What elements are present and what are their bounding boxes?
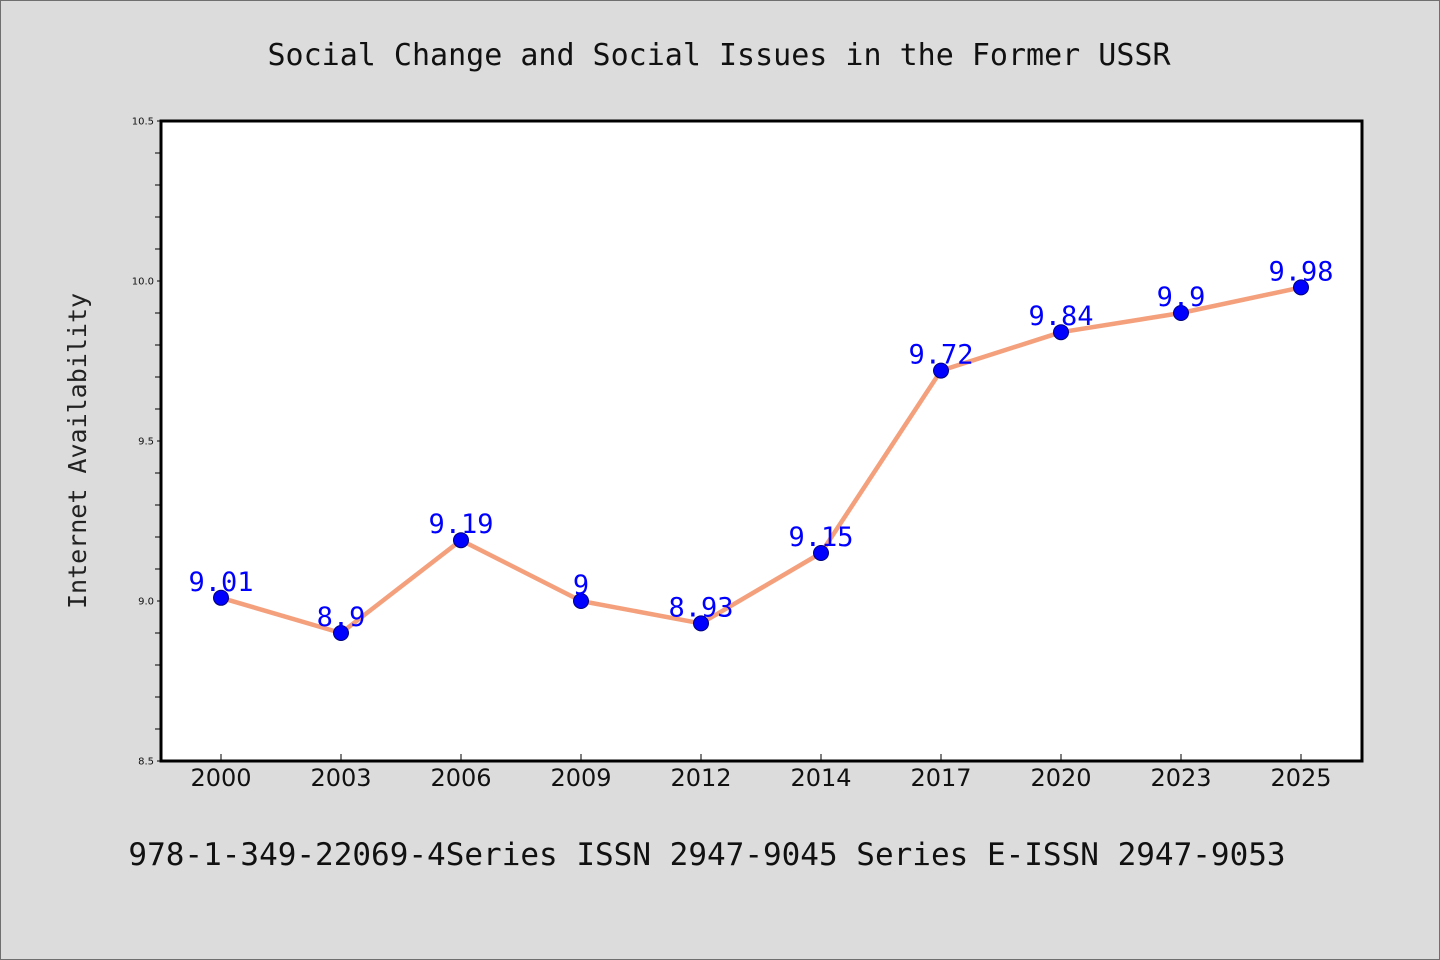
data-point	[453, 532, 469, 549]
y-tick-label: 9.0	[138, 597, 154, 608]
data-point	[333, 625, 349, 641]
data-label: 9.98	[1268, 256, 1333, 287]
x-tick-label: 2023	[1150, 764, 1211, 792]
series-group	[218, 285, 1304, 636]
y-tick-labels: 8.5 9.0 9.5 10.0 10.5	[132, 117, 154, 768]
x-tick-label: 2025	[1270, 764, 1331, 792]
x-tick-labels: 2000 2003 2006 2009 2012 2014 2017 2020 2023 2025	[190, 764, 1331, 792]
x-tick-label: 2020	[1030, 764, 1091, 792]
x-tick-label: 2012	[670, 764, 731, 792]
series-line	[218, 285, 1304, 636]
data-label: 9.19	[428, 509, 493, 540]
data-point	[1173, 305, 1189, 321]
y-tick-label: 10.0	[132, 277, 154, 288]
data-label: 9	[573, 570, 589, 601]
data-label: 9.84	[1028, 301, 1093, 332]
x-tick-label: 2003	[310, 764, 371, 792]
data-label: 8.93	[668, 592, 733, 623]
point-group	[213, 279, 1309, 641]
x-tick-label: 2009	[550, 764, 611, 792]
plot-area	[159, 119, 1364, 763]
y-minor-ticks	[155, 120, 161, 762]
data-label: 8.9	[317, 602, 366, 633]
y-tick-label: 8.5	[138, 757, 154, 768]
data-label: 9.15	[788, 522, 853, 553]
data-point	[933, 362, 949, 379]
data-label: 9.72	[908, 340, 973, 371]
data-point	[813, 545, 829, 561]
data-point	[1053, 324, 1069, 341]
y-tick-label: 10.5	[132, 117, 154, 128]
isbn-issn-footer: 978-1-349-22069-4Series ISSN 2947-9045 S…	[128, 837, 1285, 873]
y-tick-label: 9.5	[138, 437, 154, 448]
chart-title: Social Change and Social Issues in the F…	[267, 38, 1171, 73]
x-tick-label: 2006	[430, 764, 491, 792]
x-tick-label: 2017	[910, 764, 971, 792]
data-point	[573, 593, 589, 609]
data-label: 9.01	[188, 567, 253, 598]
y-axis-label: Internet Availability	[63, 293, 92, 609]
x-tick-label: 2014	[790, 764, 851, 792]
data-label: 9.9	[1157, 282, 1206, 313]
data-label-group: 9.01 8.9 9.19 9 8.93 9.15 9.72 9.84 9.9 9.98	[188, 256, 1333, 633]
x-ticks	[220, 754, 1302, 761]
data-point	[693, 615, 709, 632]
x-tick-label: 2000	[190, 764, 251, 792]
data-point	[213, 589, 229, 606]
data-point	[1293, 279, 1309, 296]
